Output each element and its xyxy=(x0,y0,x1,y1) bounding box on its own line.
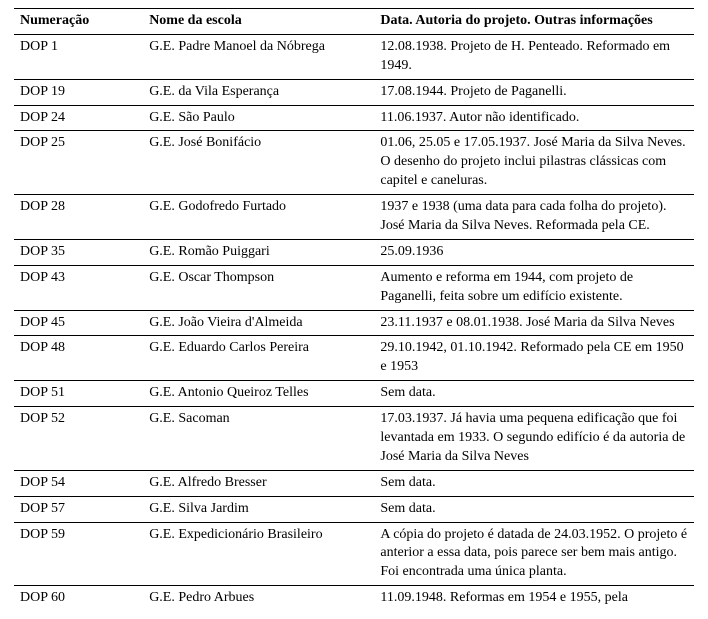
table-row: DOP 1G.E. Padre Manoel da Nóbrega12.08.1… xyxy=(14,34,694,79)
table-cell: 12.08.1938. Projeto de H. Penteado. Refo… xyxy=(374,34,694,79)
table-cell: DOP 35 xyxy=(14,239,143,265)
table-cell: G.E. Antonio Queiroz Telles xyxy=(143,381,374,407)
table-cell: G.E. José Bonifácio xyxy=(143,131,374,195)
col-header-data: Data. Autoria do projeto. Outras informa… xyxy=(374,9,694,35)
table-cell: DOP 60 xyxy=(14,586,143,611)
table-cell: Sem data. xyxy=(374,470,694,496)
table-row: DOP 48G.E. Eduardo Carlos Pereira29.10.1… xyxy=(14,336,694,381)
table-cell: G.E. Romão Puiggari xyxy=(143,239,374,265)
table-row: DOP 52G.E. Sacoman17.03.1937. Já havia u… xyxy=(14,407,694,471)
table-body: DOP 1G.E. Padre Manoel da Nóbrega12.08.1… xyxy=(14,34,694,611)
table-cell: G.E. João Vieira d'Almeida xyxy=(143,310,374,336)
table-row: DOP 54G.E. Alfredo BresserSem data. xyxy=(14,470,694,496)
table-cell: DOP 48 xyxy=(14,336,143,381)
table-cell: G.E. Sacoman xyxy=(143,407,374,471)
table-cell: 23.11.1937 e 08.01.1938. José Maria da S… xyxy=(374,310,694,336)
table-row: DOP 35G.E. Romão Puiggari25.09.1936 xyxy=(14,239,694,265)
table-cell: DOP 24 xyxy=(14,105,143,131)
col-header-nome: Nome da escola xyxy=(143,9,374,35)
table-cell: DOP 28 xyxy=(14,195,143,240)
table-cell: G.E. da Vila Esperança xyxy=(143,79,374,105)
table-row: DOP 60G.E. Pedro Arbues11.09.1948. Refor… xyxy=(14,586,694,611)
table-row: DOP 19G.E. da Vila Esperança17.08.1944. … xyxy=(14,79,694,105)
table-cell: DOP 43 xyxy=(14,265,143,310)
table-cell: DOP 25 xyxy=(14,131,143,195)
table-row: DOP 43G.E. Oscar ThompsonAumento e refor… xyxy=(14,265,694,310)
table-row: DOP 59G.E. Expedicionário BrasileiroA có… xyxy=(14,522,694,586)
table-header-row: Numeração Nome da escola Data. Autoria d… xyxy=(14,9,694,35)
table-cell: A cópia do projeto é datada de 24.03.195… xyxy=(374,522,694,586)
table-row: DOP 45G.E. João Vieira d'Almeida23.11.19… xyxy=(14,310,694,336)
table-cell: G.E. São Paulo xyxy=(143,105,374,131)
table-cell: DOP 54 xyxy=(14,470,143,496)
table-cell: DOP 59 xyxy=(14,522,143,586)
table-cell: DOP 57 xyxy=(14,496,143,522)
col-header-numeracao: Numeração xyxy=(14,9,143,35)
table-cell: G.E. Pedro Arbues xyxy=(143,586,374,611)
table-cell: Sem data. xyxy=(374,381,694,407)
table-cell: Sem data. xyxy=(374,496,694,522)
table-cell: 11.09.1948. Reformas em 1954 e 1955, pel… xyxy=(374,586,694,611)
table-cell: 17.08.1944. Projeto de Paganelli. xyxy=(374,79,694,105)
table-cell: G.E. Padre Manoel da Nóbrega xyxy=(143,34,374,79)
table-cell: DOP 52 xyxy=(14,407,143,471)
table-cell: G.E. Godofredo Furtado xyxy=(143,195,374,240)
table-row: DOP 28G.E. Godofredo Furtado1937 e 1938 … xyxy=(14,195,694,240)
table-row: DOP 51G.E. Antonio Queiroz TellesSem dat… xyxy=(14,381,694,407)
table-cell: 29.10.1942, 01.10.1942. Reformado pela C… xyxy=(374,336,694,381)
table-cell: G.E. Oscar Thompson xyxy=(143,265,374,310)
table-row: DOP 57G.E. Silva JardimSem data. xyxy=(14,496,694,522)
table-cell: 11.06.1937. Autor não identificado. xyxy=(374,105,694,131)
schools-table: Numeração Nome da escola Data. Autoria d… xyxy=(14,8,694,611)
table-cell: 01.06, 25.05 e 17.05.1937. José Maria da… xyxy=(374,131,694,195)
table-cell: 25.09.1936 xyxy=(374,239,694,265)
table-cell: DOP 45 xyxy=(14,310,143,336)
table-cell: 17.03.1937. Já havia uma pequena edifica… xyxy=(374,407,694,471)
table-cell: G.E. Eduardo Carlos Pereira xyxy=(143,336,374,381)
table-cell: DOP 19 xyxy=(14,79,143,105)
table-cell: DOP 1 xyxy=(14,34,143,79)
table-cell: Aumento e reforma em 1944, com projeto d… xyxy=(374,265,694,310)
table-cell: 1937 e 1938 (uma data para cada folha do… xyxy=(374,195,694,240)
table-row: DOP 24G.E. São Paulo11.06.1937. Autor nã… xyxy=(14,105,694,131)
table-cell: G.E. Alfredo Bresser xyxy=(143,470,374,496)
table-cell: DOP 51 xyxy=(14,381,143,407)
table-cell: G.E. Expedicionário Brasileiro xyxy=(143,522,374,586)
table-cell: G.E. Silva Jardim xyxy=(143,496,374,522)
table-row: DOP 25G.E. José Bonifácio01.06, 25.05 e … xyxy=(14,131,694,195)
